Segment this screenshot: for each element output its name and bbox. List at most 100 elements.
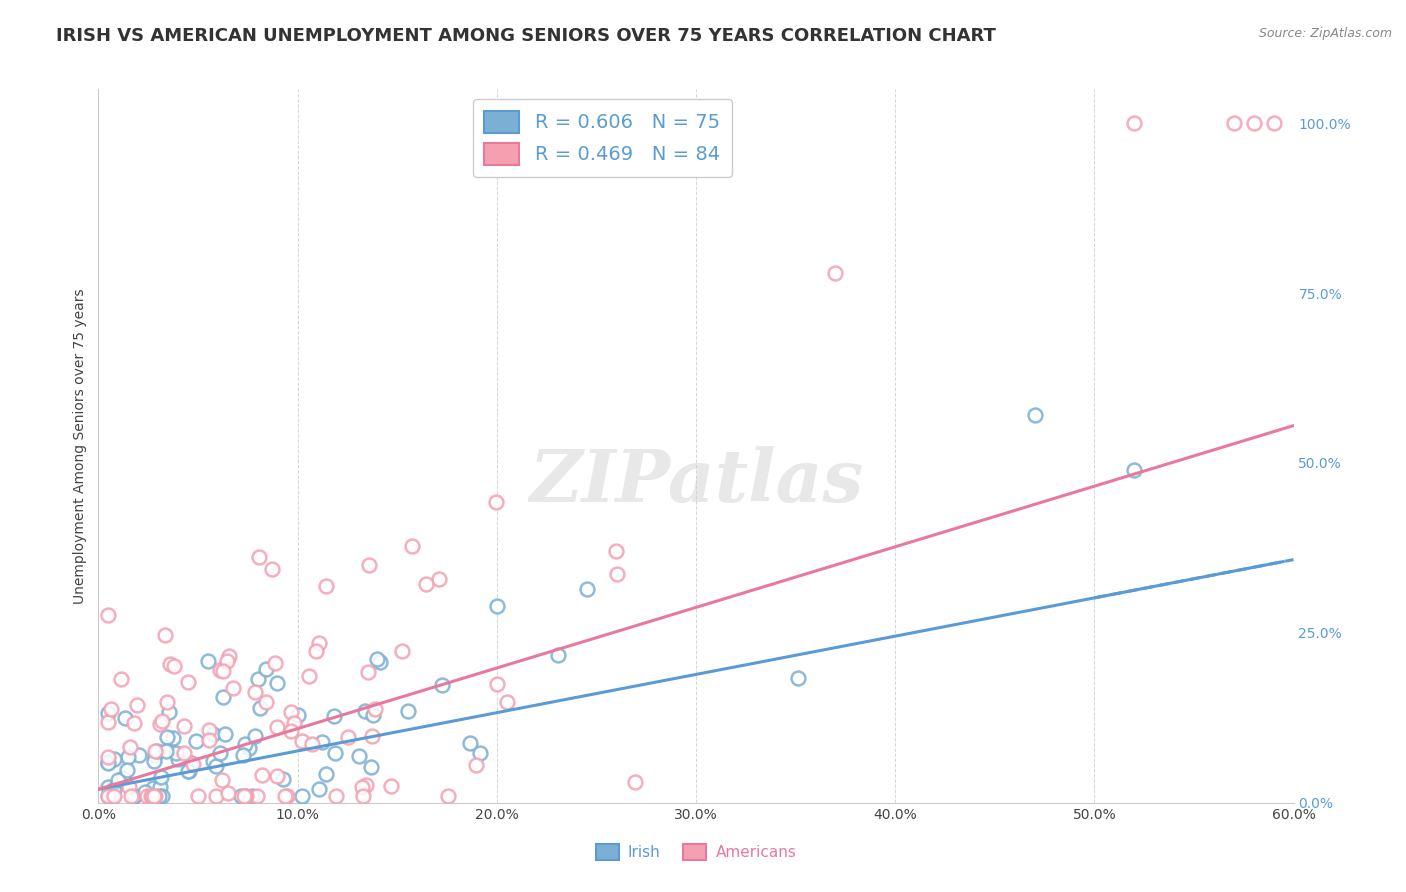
Point [111, 771, 134, 785]
Point [218, 648, 240, 663]
Point [233, 737, 256, 751]
Point [97, 706, 120, 720]
Point [264, 656, 287, 670]
Point [214, 727, 236, 741]
Point [238, 741, 260, 756]
Point [361, 729, 384, 743]
Point [197, 732, 219, 747]
Point [159, 657, 181, 672]
Point [145, 789, 167, 803]
Point [150, 714, 173, 728]
Point [249, 700, 271, 714]
Point [575, 582, 598, 597]
Point [357, 665, 380, 679]
Point [122, 715, 145, 730]
Point [107, 772, 129, 787]
Point [311, 735, 333, 749]
Point [97, 756, 120, 770]
Point [103, 789, 125, 803]
Point [233, 789, 256, 803]
Point [240, 789, 263, 803]
Point [266, 676, 288, 690]
Point [173, 747, 195, 761]
Point [391, 644, 413, 658]
Point [280, 724, 302, 739]
Point [118, 780, 141, 794]
Point [1223, 116, 1246, 130]
Point [145, 747, 167, 762]
Point [354, 704, 377, 718]
Point [165, 747, 187, 761]
Point [254, 695, 277, 709]
Point [162, 731, 184, 746]
Point [149, 717, 172, 731]
Point [336, 730, 359, 744]
Point [97, 780, 120, 794]
Point [266, 769, 288, 783]
Point [352, 780, 374, 794]
Point [197, 654, 219, 668]
Point [205, 789, 228, 803]
Point [485, 677, 508, 691]
Point [97, 715, 120, 730]
Point [361, 707, 384, 722]
Point [117, 750, 139, 764]
Point [243, 684, 266, 698]
Point [212, 664, 235, 678]
Point [134, 784, 156, 798]
Point [357, 558, 380, 573]
Point [115, 763, 138, 777]
Point [437, 789, 460, 803]
Point [246, 789, 269, 803]
Point [301, 738, 323, 752]
Point [145, 744, 167, 758]
Point [250, 768, 273, 782]
Point [180, 756, 202, 770]
Point [787, 671, 810, 685]
Point [468, 746, 491, 760]
Point [122, 789, 145, 803]
Point [201, 754, 224, 768]
Point [103, 782, 125, 797]
Point [1024, 409, 1046, 423]
Point [465, 758, 488, 772]
Point [245, 729, 267, 743]
Point [305, 644, 328, 658]
Point [315, 767, 337, 781]
Point [354, 778, 377, 792]
Point [254, 662, 277, 676]
Point [215, 654, 238, 668]
Point [287, 707, 309, 722]
Text: ZIPatlas: ZIPatlas [529, 446, 863, 517]
Point [156, 730, 179, 744]
Point [380, 779, 402, 793]
Point [605, 544, 627, 558]
Point [187, 789, 209, 803]
Point [233, 789, 256, 803]
Point [217, 786, 239, 800]
Point [352, 789, 374, 803]
Point [211, 772, 233, 787]
Text: IRISH VS AMERICAN UNEMPLOYMENT AMONG SENIORS OVER 75 YEARS CORRELATION CHART: IRISH VS AMERICAN UNEMPLOYMENT AMONG SEN… [56, 27, 995, 45]
Point [298, 669, 321, 683]
Point [155, 744, 177, 758]
Point [280, 705, 302, 719]
Point [205, 759, 228, 773]
Point [360, 760, 382, 774]
Point [173, 719, 195, 733]
Point [163, 659, 186, 673]
Point [103, 752, 125, 766]
Point [100, 702, 122, 716]
Point [122, 789, 145, 803]
Point [247, 549, 270, 564]
Point [401, 540, 423, 554]
Point [315, 579, 337, 593]
Point [128, 748, 150, 763]
Point [323, 747, 346, 761]
Point [208, 663, 231, 677]
Point [100, 789, 122, 803]
Point [141, 789, 163, 803]
Point [496, 695, 519, 709]
Point [143, 754, 166, 768]
Point [202, 727, 225, 741]
